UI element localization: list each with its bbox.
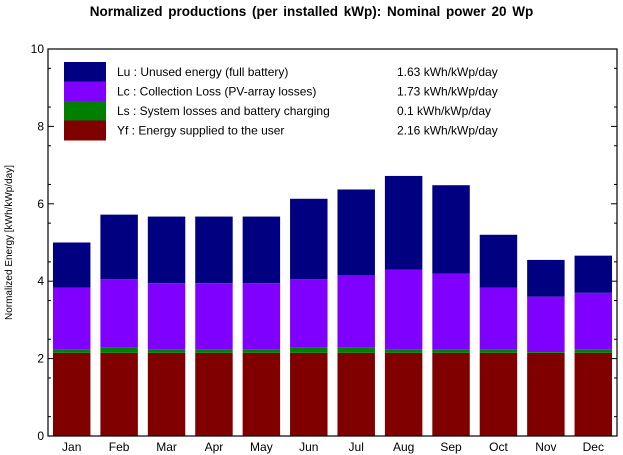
x-tick-label-nov: Nov bbox=[535, 440, 556, 454]
y-tick-label: 10 bbox=[31, 42, 45, 56]
bar-ls-nov bbox=[527, 352, 565, 353]
bar-lu-aug bbox=[384, 175, 423, 270]
bar-ls-mar bbox=[147, 349, 186, 353]
bar-lc-mar bbox=[147, 283, 186, 350]
bar-lu-oct bbox=[479, 234, 518, 288]
bar-yf-may bbox=[242, 352, 281, 436]
x-tick-label-aug: Aug bbox=[393, 440, 414, 454]
bar-lu-mar bbox=[147, 216, 186, 284]
bar-yf-jul bbox=[337, 352, 375, 436]
bar-lc-jul bbox=[337, 275, 375, 348]
bar-ls-feb bbox=[100, 347, 138, 353]
bar-lu-may bbox=[242, 216, 281, 284]
y-tick-label: 6 bbox=[37, 197, 44, 211]
y-tick-label: 2 bbox=[37, 352, 44, 366]
bar-lu-feb bbox=[100, 214, 138, 280]
bar-lu-sep bbox=[432, 185, 470, 274]
legend-swatch-lc bbox=[64, 81, 106, 102]
bar-ls-jul bbox=[337, 347, 375, 353]
ticks-layer: 0 2 4 6 8 10 Jan Feb Mar Apr May Jun Jul Aug Sep Oct Nov… bbox=[31, 42, 617, 454]
bar-yf-oct bbox=[479, 352, 518, 436]
bar-yf-dec bbox=[574, 352, 613, 436]
x-tick-label-apr: Apr bbox=[205, 440, 224, 454]
x-tick-label-mar: Mar bbox=[156, 440, 177, 454]
legend-swatch-ls bbox=[64, 101, 106, 121]
bar-lc-sep bbox=[432, 273, 470, 350]
x-tick-label-dec: Dec bbox=[583, 440, 604, 454]
bar-yf-apr bbox=[195, 352, 233, 436]
legend-swatch-yf bbox=[64, 120, 106, 141]
bar-lu-jan bbox=[52, 242, 91, 288]
x-tick-label-may: May bbox=[250, 440, 273, 454]
bar-lc-may bbox=[242, 283, 281, 350]
bars-layer bbox=[52, 175, 613, 436]
legend-label-lc: Lc : Collection Loss (PV-array losses) bbox=[117, 85, 316, 99]
bar-yf-mar bbox=[147, 352, 186, 436]
legend-label-lu: Lu : Unused energy (full battery) bbox=[117, 65, 288, 79]
legend-value-lc: 1.73 kWh/kWp/day bbox=[397, 85, 498, 99]
plot-frame bbox=[47, 48, 618, 437]
chart-title: Normalized productions (per installed kW… bbox=[89, 4, 534, 19]
y-tick-label: 8 bbox=[37, 119, 44, 133]
x-tick-label-jun: Jun bbox=[299, 440, 318, 454]
bar-ls-oct bbox=[479, 349, 518, 353]
bar-yf-nov bbox=[527, 352, 565, 436]
bar-lc-apr bbox=[195, 283, 233, 350]
bar-ls-dec bbox=[574, 349, 613, 353]
bar-lc-aug bbox=[384, 269, 423, 350]
x-tick-label-jan: Jan bbox=[62, 440, 81, 454]
bar-lu-apr bbox=[195, 216, 233, 284]
bar-lu-jul bbox=[337, 189, 375, 276]
bar-lc-feb bbox=[100, 279, 138, 348]
bar-lu-jun bbox=[290, 198, 328, 280]
bar-lc-oct bbox=[479, 287, 518, 350]
legend-value-yf: 2.16 kWh/kWp/day bbox=[397, 124, 498, 138]
bar-yf-feb bbox=[100, 352, 138, 436]
bar-yf-jan bbox=[52, 352, 91, 436]
bar-ls-aug bbox=[384, 349, 423, 353]
bar-lc-jan bbox=[52, 287, 91, 350]
bar-lc-nov bbox=[527, 296, 565, 353]
bar-ls-sep bbox=[432, 349, 470, 353]
legend-label-ls: Ls : System losses and battery charging bbox=[117, 104, 330, 118]
bar-ls-may bbox=[242, 349, 281, 353]
legend-value-lu: 1.63 kWh/kWp/day bbox=[397, 65, 498, 79]
bar-ls-jan bbox=[52, 349, 91, 353]
bar-lc-jun bbox=[290, 279, 328, 348]
y-tick-label: 4 bbox=[37, 274, 44, 288]
bar-yf-jun bbox=[290, 352, 328, 436]
bar-ls-jun bbox=[290, 347, 328, 353]
bar-lu-nov bbox=[527, 259, 565, 297]
bar-yf-sep bbox=[432, 352, 470, 436]
x-tick-label-sep: Sep bbox=[440, 440, 462, 454]
bar-ls-apr bbox=[195, 349, 233, 353]
bar-lc-dec bbox=[574, 292, 613, 350]
y-tick-label: 0 bbox=[37, 429, 44, 443]
legend-value-ls: 0.1 kWh/kWp/day bbox=[397, 104, 491, 118]
legend-swatch-lu bbox=[64, 62, 106, 82]
legend: Lu : Unused energy (full battery) 1.63 kW… bbox=[64, 62, 498, 141]
x-tick-label-feb: Feb bbox=[109, 440, 130, 454]
bar-lu-dec bbox=[574, 255, 613, 293]
bar-yf-aug bbox=[384, 352, 423, 436]
x-tick-label-jul: Jul bbox=[349, 440, 364, 454]
legend-label-yf: Yf : Energy supplied to the user bbox=[117, 124, 284, 138]
y-axis-label: Normalized Energy [kWh/kWp/day] bbox=[4, 165, 15, 320]
x-tick-label-oct: Oct bbox=[489, 440, 508, 454]
